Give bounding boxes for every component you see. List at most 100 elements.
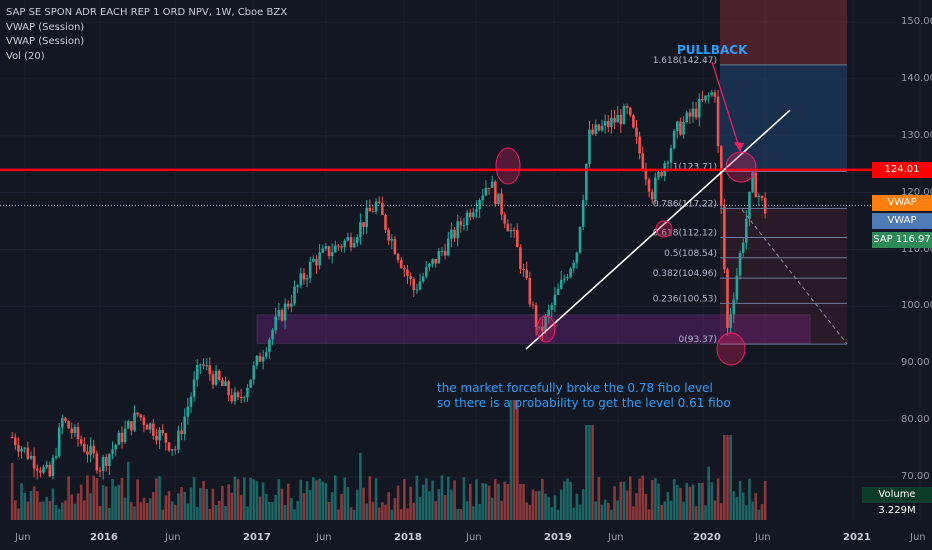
- y-tick-label: 100.00: [901, 300, 932, 312]
- volume-bar: [679, 487, 682, 520]
- fib-level-label: 1(123.71): [673, 163, 717, 173]
- candle-body: [183, 416, 187, 435]
- candle-body: [13, 437, 17, 446]
- candle-body: [603, 121, 607, 126]
- candle-body: [362, 222, 365, 228]
- volume-bar: [748, 478, 751, 520]
- candle-body: [302, 273, 306, 280]
- volume-bar: [738, 480, 742, 520]
- candle-body: [142, 417, 146, 426]
- candle-body: [553, 294, 557, 306]
- candle-body: [161, 429, 165, 434]
- candle-body: [741, 242, 745, 253]
- candle-body: [679, 121, 682, 135]
- candle-body: [101, 457, 105, 471]
- candle-body: [446, 238, 450, 256]
- chart-legend: SAP SE SPON ADR EACH REP 1 ORD NPV, 1W, …: [6, 6, 287, 64]
- candle-body: [425, 267, 428, 277]
- candle-body: [484, 187, 488, 196]
- volume-bar: [64, 500, 67, 520]
- candle-body: [343, 240, 347, 248]
- candle-body: [271, 330, 274, 340]
- volume-bar: [453, 480, 456, 520]
- candle-body: [264, 351, 268, 357]
- volume-bar: [415, 475, 419, 520]
- candle-body: [120, 432, 124, 443]
- volume-bar: [525, 502, 528, 520]
- volume-bar: [685, 482, 689, 520]
- support-zone: [256, 314, 811, 344]
- volume-bar: [83, 500, 86, 520]
- volume-bar: [246, 506, 249, 520]
- candle-body: [421, 276, 425, 282]
- volume-bar: [547, 497, 550, 520]
- candle-body: [531, 304, 535, 306]
- candle-body: [365, 207, 368, 228]
- candle-body: [757, 196, 761, 198]
- candle-body: [619, 114, 623, 125]
- volume-bar: [327, 501, 331, 520]
- volume-bar: [86, 475, 89, 520]
- candle-body: [104, 457, 108, 467]
- candle-body: [682, 121, 685, 135]
- candle-body: [352, 242, 356, 248]
- stop-zone: [720, 0, 847, 65]
- candle-body: [227, 381, 230, 396]
- volume-bar: [412, 502, 416, 520]
- candle-body: [126, 421, 130, 429]
- volume-bar: [98, 505, 102, 520]
- volume-bar: [208, 509, 212, 520]
- volume-bar: [437, 489, 441, 520]
- x-tick-label: Jun: [608, 532, 624, 543]
- volume-bar: [475, 479, 478, 520]
- volume-bar: [603, 499, 607, 520]
- volume-bar: [195, 506, 199, 520]
- candle-body: [230, 395, 234, 402]
- volume-bar: [189, 487, 193, 520]
- volume-bar: [51, 488, 55, 520]
- candle-body: [547, 309, 550, 316]
- volume-bar: [17, 508, 20, 520]
- candle-body: [20, 448, 23, 452]
- volume-bar: [503, 481, 507, 520]
- candle-body: [189, 396, 193, 407]
- volume-bar: [42, 501, 45, 520]
- volume-bar: [462, 477, 466, 520]
- volume-bar: [95, 477, 99, 520]
- volume-bar: [654, 478, 657, 520]
- candle-body: [456, 221, 459, 239]
- candle-body: [208, 365, 212, 375]
- candle-body: [591, 129, 594, 134]
- legend-title: SAP SE SPON ADR EACH REP 1 ORD NPV, 1W, …: [6, 7, 288, 18]
- candle-body: [534, 305, 538, 328]
- candle-body: [136, 412, 139, 415]
- volume-bar: [205, 488, 208, 520]
- candle-body: [541, 326, 544, 332]
- volume-bar: [305, 481, 309, 520]
- candle-body: [174, 449, 177, 451]
- candle-body: [760, 196, 764, 198]
- candle-body: [497, 193, 500, 205]
- y-tick-label: 120.00: [901, 186, 932, 198]
- candle-body: [707, 95, 710, 97]
- volume-bar: [277, 479, 281, 520]
- volume-bar: [450, 489, 453, 520]
- volume-bar: [343, 477, 347, 520]
- volume-bar: [359, 453, 362, 520]
- candle-body: [522, 269, 525, 271]
- volume-bar: [164, 495, 168, 520]
- candle-body: [512, 229, 516, 231]
- candle-body: [359, 222, 362, 238]
- volume-bar: [465, 501, 469, 520]
- volume-bar: [108, 507, 111, 520]
- volume-bar: [657, 483, 660, 520]
- candle-body: [638, 136, 641, 154]
- volume-bar: [258, 496, 262, 520]
- volume-bar: [243, 477, 246, 520]
- vwap-label-1: VWAP 117.76: [872, 195, 932, 224]
- volume-bar: [312, 477, 315, 520]
- candle-body: [334, 245, 337, 253]
- candle-body: [660, 172, 663, 177]
- candle-body: [368, 207, 372, 212]
